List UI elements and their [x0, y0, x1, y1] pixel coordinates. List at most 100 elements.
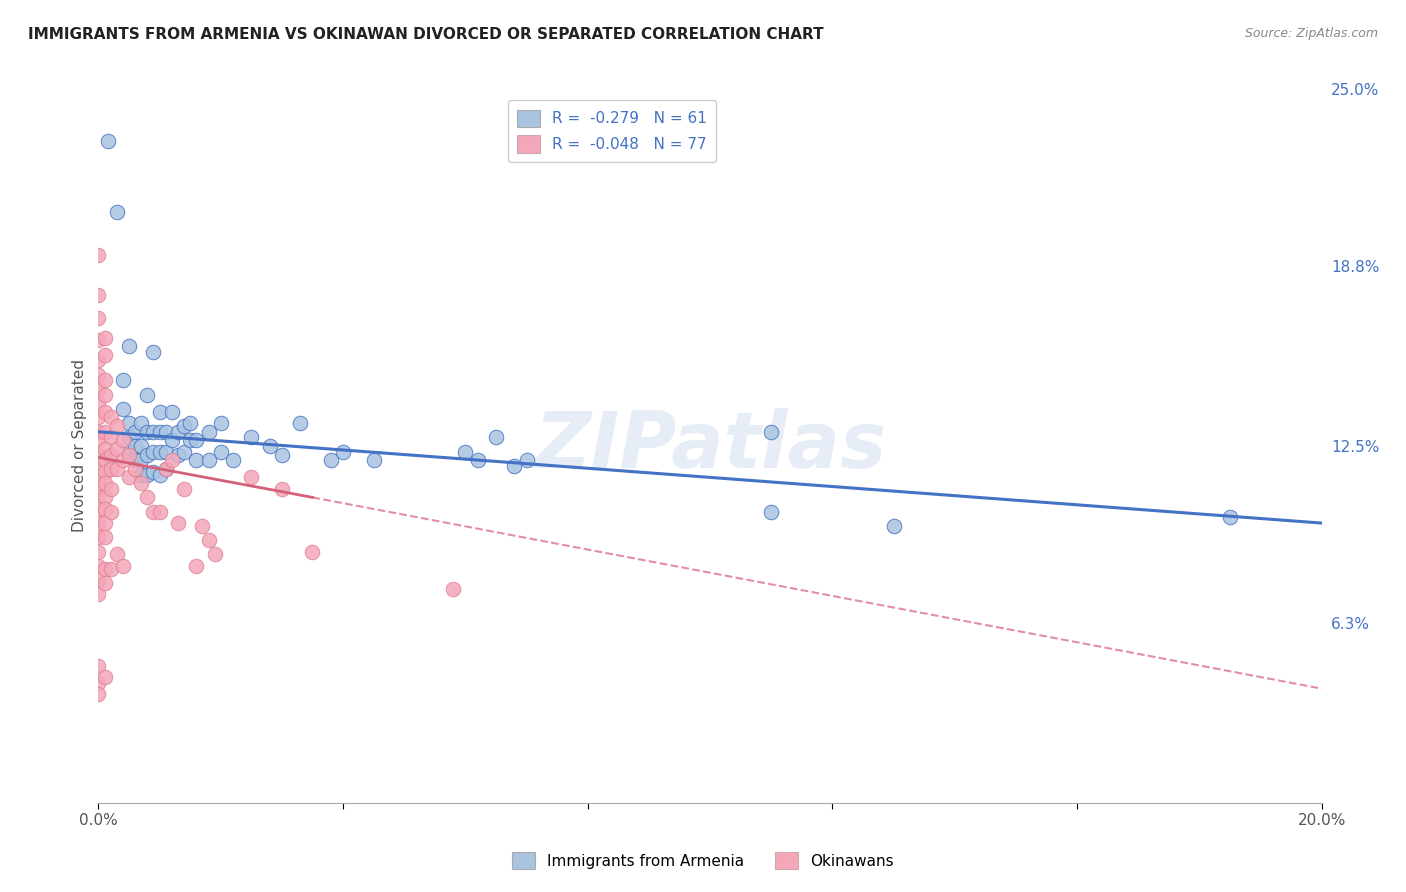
- Point: [93, 501, 115, 516]
- Point: [93, 373, 115, 387]
- Point: [111, 453, 134, 467]
- Point: [87, 473, 110, 487]
- Point: [197, 533, 219, 548]
- Point: [454, 444, 477, 458]
- Point: [160, 405, 183, 419]
- Point: [93, 453, 115, 467]
- Point: [87, 687, 110, 701]
- Point: [124, 453, 146, 467]
- Point: [149, 405, 172, 419]
- Point: [87, 558, 110, 573]
- Point: [155, 444, 177, 458]
- Point: [87, 465, 110, 479]
- Point: [87, 310, 110, 325]
- Point: [93, 348, 115, 362]
- Point: [87, 544, 110, 558]
- Point: [105, 462, 128, 476]
- Point: [270, 482, 292, 496]
- Point: [118, 444, 141, 458]
- Point: [167, 448, 190, 462]
- Point: [160, 453, 183, 467]
- Point: [142, 344, 165, 359]
- Point: [87, 456, 110, 470]
- Point: [93, 387, 115, 401]
- Text: ZIPatlas: ZIPatlas: [534, 408, 886, 484]
- Point: [87, 410, 110, 425]
- Point: [93, 576, 115, 591]
- Point: [118, 339, 141, 353]
- Point: [467, 453, 489, 467]
- Point: [111, 558, 134, 573]
- Point: [516, 453, 538, 467]
- Point: [100, 448, 122, 462]
- Point: [142, 444, 165, 458]
- Point: [87, 353, 110, 368]
- Point: [124, 425, 146, 439]
- Point: [290, 416, 312, 430]
- Point: [209, 444, 232, 458]
- Point: [87, 434, 110, 448]
- Point: [93, 465, 115, 479]
- Point: [136, 448, 159, 462]
- Point: [332, 444, 354, 458]
- Point: [186, 453, 208, 467]
- Point: [93, 476, 115, 491]
- Point: [270, 448, 292, 462]
- Point: [136, 467, 159, 482]
- Point: [191, 519, 214, 533]
- Point: [149, 467, 172, 482]
- Point: [363, 453, 385, 467]
- Point: [87, 501, 110, 516]
- Point: [111, 434, 134, 448]
- Point: [118, 470, 141, 484]
- Point: [87, 368, 110, 382]
- Point: [93, 425, 115, 439]
- Point: [129, 416, 152, 430]
- Point: [441, 582, 464, 596]
- Point: [87, 516, 110, 530]
- Point: [142, 425, 165, 439]
- Point: [173, 419, 195, 434]
- Point: [149, 444, 172, 458]
- Point: [87, 658, 110, 673]
- Point: [155, 462, 177, 476]
- Point: [160, 434, 183, 448]
- Point: [100, 562, 122, 576]
- Point: [209, 416, 232, 430]
- Legend: R =  -0.279   N = 61, R =  -0.048   N = 77: R = -0.279 N = 61, R = -0.048 N = 77: [508, 101, 716, 161]
- Point: [883, 519, 905, 533]
- Text: Source: ZipAtlas.com: Source: ZipAtlas.com: [1244, 27, 1378, 40]
- Point: [129, 467, 152, 482]
- Point: [186, 434, 208, 448]
- Point: [124, 462, 146, 476]
- Point: [124, 439, 146, 453]
- Point: [173, 482, 195, 496]
- Legend: Immigrants from Armenia, Okinawans: Immigrants from Armenia, Okinawans: [506, 846, 900, 875]
- Point: [111, 401, 134, 416]
- Point: [167, 516, 190, 530]
- Point: [97, 134, 120, 148]
- Point: [1219, 510, 1241, 524]
- Point: [87, 425, 110, 439]
- Point: [93, 516, 115, 530]
- Point: [87, 248, 110, 262]
- Point: [87, 587, 110, 601]
- Point: [240, 470, 263, 484]
- Point: [136, 387, 159, 401]
- Point: [93, 562, 115, 576]
- Point: [179, 434, 201, 448]
- Point: [173, 444, 195, 458]
- Point: [167, 425, 190, 439]
- Point: [136, 491, 159, 505]
- Point: [301, 544, 323, 558]
- Point: [118, 416, 141, 430]
- Point: [186, 558, 208, 573]
- Point: [129, 476, 152, 491]
- Point: [759, 425, 782, 439]
- Point: [100, 505, 122, 519]
- Point: [87, 382, 110, 396]
- Point: [129, 439, 152, 453]
- Point: [155, 425, 177, 439]
- Point: [87, 491, 110, 505]
- Point: [105, 419, 128, 434]
